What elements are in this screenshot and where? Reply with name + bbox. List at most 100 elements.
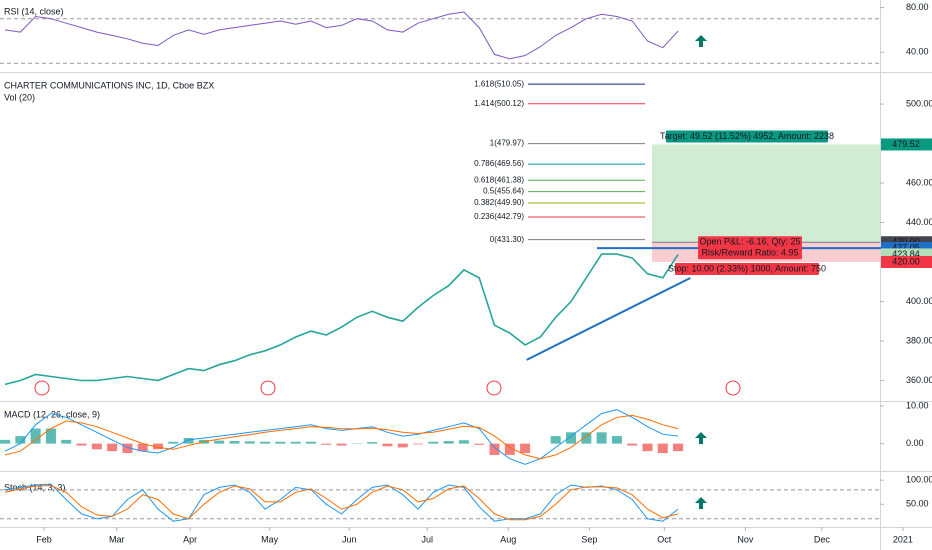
- macd-histogram-bar: [336, 443, 347, 446]
- price-tag-label: 420.00: [892, 256, 920, 266]
- stop-label: Stop: 10.00 (2.33%) 1000, Amount: 750: [668, 263, 826, 273]
- arrow-icon: [695, 497, 707, 509]
- macd-histogram-bar: [107, 443, 118, 452]
- target-zone: [652, 144, 880, 243]
- macd-histogram-bar: [596, 432, 607, 444]
- macd-histogram-bar: [321, 443, 332, 445]
- fib-label: 0.786(469.56): [474, 159, 524, 168]
- x-tick-label: Oct: [657, 534, 672, 544]
- fib-label: 0.618(461.38): [474, 175, 524, 184]
- y-tick-label: 0.00: [906, 438, 924, 448]
- fib-label: 1.414(500.12): [474, 99, 524, 108]
- macd-histogram-bar: [566, 432, 577, 444]
- fib-label: 1.618(510.05): [474, 79, 524, 88]
- y-tick-label: 80.00: [906, 2, 929, 12]
- earnings-icons: [34, 380, 741, 396]
- x-tick-label: May: [261, 534, 279, 544]
- x-tick-label: Dec: [814, 534, 831, 544]
- earnings-icon[interactable]: [34, 380, 50, 396]
- price-tag-label: 427.05: [892, 242, 920, 252]
- macd-histogram-bar: [443, 440, 454, 444]
- macd-histogram-bar: [550, 436, 561, 444]
- y-tick-label: 380.00: [906, 335, 932, 345]
- macd-histogram-bar: [45, 428, 56, 444]
- y-tick-label: 360.00: [906, 375, 932, 385]
- arrow-icon: [695, 35, 707, 47]
- macd-histogram-bar: [305, 441, 316, 444]
- macd-histogram-bar: [290, 441, 301, 444]
- macd-histogram-bar: [627, 443, 638, 446]
- y-tick-label: 400.00: [906, 296, 932, 306]
- x-tick-label: Jun: [342, 534, 357, 544]
- x-tick-label: 2021: [893, 534, 913, 544]
- macd-histogram-bar: [657, 443, 668, 454]
- macd-histogram-bar: [367, 442, 378, 444]
- y-tick-label: 10.00: [906, 400, 929, 410]
- earnings-icon[interactable]: [486, 380, 502, 396]
- series-line: [4, 483, 679, 522]
- macd-histogram-bar: [673, 443, 684, 452]
- earnings-icon[interactable]: [260, 380, 276, 396]
- x-tick-label: Sep: [581, 534, 597, 544]
- ratio-label-box: [698, 247, 802, 260]
- macd-histogram-bar: [91, 443, 102, 450]
- ratio-label: Risk/Reward Ratio: 4.95: [701, 248, 798, 258]
- fib-label: 0.382(449.90): [474, 198, 524, 207]
- fib-label: 0.236(442.79): [474, 212, 524, 221]
- macd-histogram-bar: [382, 443, 393, 447]
- macd-histogram-bar: [428, 441, 439, 444]
- y-tick-label: 100.00: [906, 475, 932, 485]
- macd-histogram-bar: [30, 428, 41, 444]
- macd-histogram-bar: [122, 443, 133, 454]
- macd-histogram-bar: [244, 441, 255, 444]
- macd-histogram-bar: [76, 443, 87, 446]
- y-tick-label: 500.00: [906, 98, 932, 108]
- y-tick-label: 50.00: [906, 499, 929, 509]
- macd-histogram-bar: [260, 441, 271, 444]
- macd-histogram-bar: [504, 443, 515, 455]
- series-line: [4, 253, 679, 386]
- target-label-box: [666, 130, 828, 143]
- series-line: [4, 409, 679, 465]
- pnl-label: Open P&L: -6.16, Qty: 25: [699, 237, 800, 247]
- macd-histogram-bar: [489, 443, 500, 455]
- series-line: [4, 484, 679, 521]
- x-tick-label: Jul: [421, 534, 433, 544]
- pnl-label-box: [698, 236, 802, 249]
- macd-histogram-bar: [275, 441, 286, 444]
- price-tag-label: 430.00: [892, 237, 920, 247]
- pane-title: RSI (14, close): [4, 6, 64, 16]
- macd-histogram-bar: [214, 440, 225, 444]
- x-tick-label: Feb: [36, 534, 52, 544]
- pane-subtitle: Vol (20): [4, 92, 35, 102]
- price-tag-label: 423.84: [892, 249, 920, 259]
- macd-histogram-bar: [183, 437, 194, 444]
- x-tick-label: Aug: [500, 534, 516, 544]
- pane-title: MACD (12, 26, close, 9): [4, 409, 100, 419]
- x-tick-label: Mar: [109, 534, 125, 544]
- earnings-icon[interactable]: [725, 380, 741, 396]
- macd-histogram-bar: [168, 441, 179, 444]
- macd-histogram-bar: [458, 440, 469, 444]
- macd-histogram-bar: [229, 440, 240, 444]
- macd-histogram-bar: [15, 436, 26, 444]
- macd-histogram-bar: [153, 443, 164, 450]
- macd-histogram-bar: [520, 443, 531, 454]
- y-tick-label: 40.00: [906, 47, 929, 57]
- fib-label: 0(431.30): [490, 235, 525, 244]
- macd-histogram-bar: [137, 443, 148, 452]
- macd-histogram-bar: [61, 439, 72, 444]
- macd-histogram-bar: [397, 443, 408, 448]
- series-line: [4, 11, 679, 60]
- alert-arrows: [695, 35, 707, 509]
- trend-line: [526, 277, 691, 361]
- fib-label: 0.5(455.64): [483, 187, 524, 196]
- pane-title: Stoch (14, 3, 3): [4, 482, 66, 492]
- macd-histogram-bar: [611, 436, 622, 444]
- macd-histogram-bar: [581, 432, 592, 444]
- y-tick-label: 440.00: [906, 217, 932, 227]
- target-label: Target: 49.52 (11.52%) 4952, Amount: 223…: [660, 131, 834, 141]
- series-line: [4, 414, 679, 460]
- x-tick-label: Nov: [737, 534, 754, 544]
